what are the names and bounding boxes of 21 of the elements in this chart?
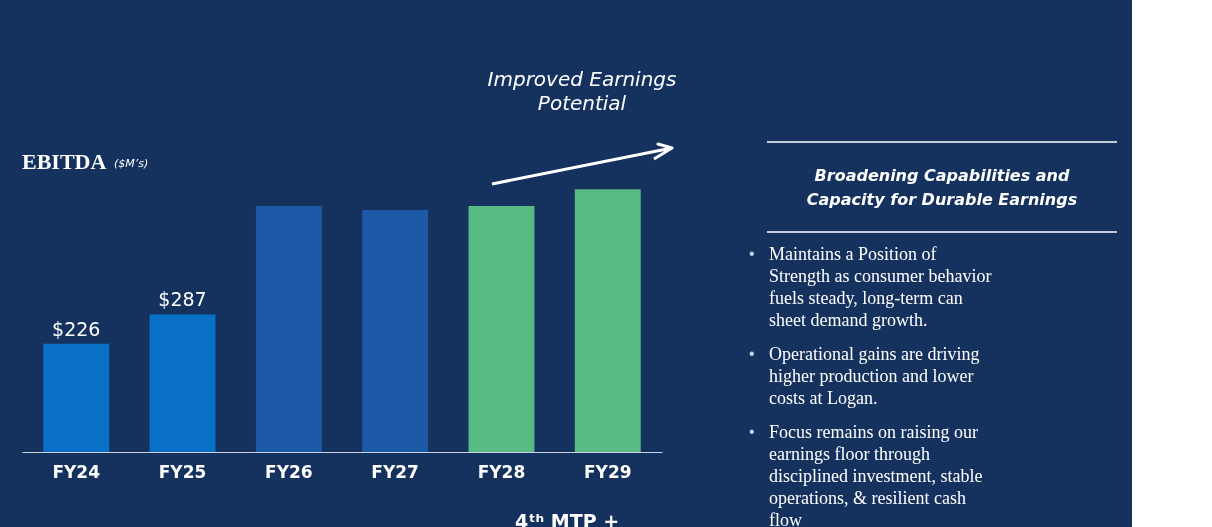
- bar: [468, 206, 535, 452]
- x-tick-label: FY29: [583, 461, 632, 482]
- text: • Focus remains on raising our earnings floor through disciplined investment, stable operations, & resilient cash flow: [749, 422, 983, 527]
- bar: [43, 343, 110, 452]
- bar: [574, 189, 641, 452]
- x-tick-label: FY27: [371, 461, 419, 482]
- text: • Operational gains are driving higher production and lower costs at Logan.: [749, 344, 980, 408]
- chart-subtitle: ($M’s): [114, 157, 149, 170]
- bar: [362, 209, 429, 452]
- bar: [149, 314, 216, 452]
- chart-title: EBITDA: [22, 149, 107, 174]
- text: • Maintains a Position of Strength as consumer behavior fuels steady, long-term can sheet demand growth.: [749, 244, 992, 330]
- x-tick-label: FY26: [265, 461, 313, 482]
- data-label: $287: [158, 288, 207, 311]
- x-tick-label: FY25: [158, 461, 207, 482]
- x-tick-label: FY28: [477, 461, 526, 482]
- text: Broadening Capabilities and Capacity for Durable Earnings: [806, 166, 1078, 209]
- data-label: $226: [52, 317, 101, 340]
- text: Improved Earnings Potential: [487, 67, 677, 115]
- bar: [255, 206, 322, 452]
- x-tick-label: FY24: [52, 461, 101, 482]
